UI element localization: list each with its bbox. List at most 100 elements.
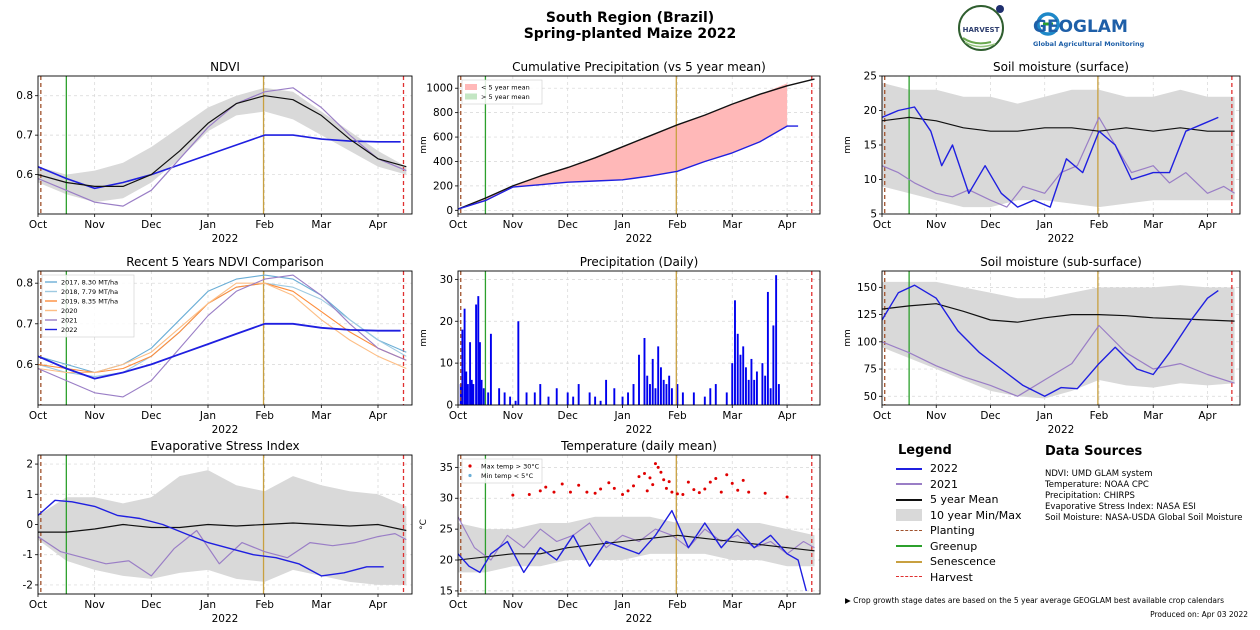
legend-label: 2018, 7.79 MT/ha [61, 288, 118, 296]
legend-item-harvest: Harvest [896, 570, 1046, 586]
x-tick-label: Nov [503, 219, 524, 231]
x-tick-label: Mar [722, 410, 742, 422]
max-temp-point [692, 488, 696, 492]
harvest-logo: HARVEST GEOGLAM Global Agricultural Moni… [958, 5, 1145, 51]
y-tick-label: 0 [446, 205, 453, 217]
series-line-2021 [882, 116, 1235, 208]
legend: Legend 2022 2021 5 year Mean 10 year Min/Ma… [896, 443, 1046, 585]
series-line-2022 [38, 322, 401, 380]
x-axis-label: 2022 [212, 613, 239, 625]
max-temp-point [527, 493, 531, 497]
max-temp-point [585, 490, 589, 494]
precip-bar [472, 384, 475, 405]
max-temp-point [621, 493, 625, 497]
x-tick-label: Nov [503, 599, 524, 611]
x-tick-label: Oct [873, 410, 891, 422]
chart-ndvi5: Oct Nov Dec Jan Feb Mar Apr 0.6 0.7 0.8 Recent 5 Y… [16, 255, 413, 436]
series-line-2021 [458, 516, 815, 561]
geoglam-logo-text: GEOGLAM [1033, 17, 1128, 37]
max-temp-point [577, 483, 581, 487]
legend-label: Harvest [930, 570, 973, 584]
precip-bar [461, 329, 464, 405]
plot-frame [37, 270, 413, 406]
max-temp-point [736, 488, 740, 492]
y-tick-label: 1000 [426, 83, 453, 95]
precip-bar [482, 388, 485, 405]
source-precipitation: Precipitation: CHIRPS [1045, 491, 1135, 501]
legend-items: 2022 2021 5 year Mean 10 year Min/Max Planti… [896, 461, 1046, 585]
precip-bar [649, 384, 651, 405]
max-temp-point [714, 476, 718, 480]
y-tick-label: 0.7 [16, 318, 33, 330]
x-tick-label: Jan [1036, 219, 1053, 231]
legend-label: Min temp < 5°C [481, 472, 534, 480]
y-tick-label: 25 [440, 524, 453, 536]
max-temp-point [763, 491, 767, 495]
logos: HARVEST GEOGLAM Global Agricultural Moni… [955, 2, 1155, 54]
precip-bar [662, 379, 665, 405]
precip-bar [731, 363, 734, 405]
precip-bar [670, 388, 673, 405]
precip-bar [659, 367, 662, 405]
precip-bar [594, 396, 597, 405]
x-tick-label: Dec [141, 410, 162, 422]
max-temp-point [560, 482, 564, 486]
x-axis-label: 2022 [212, 424, 239, 436]
plot-area-soil_surface [882, 76, 1240, 214]
precip-bar [734, 300, 736, 405]
legend-label: > 5 year mean [481, 93, 530, 101]
plot-frame [881, 270, 1241, 406]
max-temp-point [653, 462, 657, 466]
precip-bar [739, 354, 742, 405]
legend-patch [465, 93, 477, 100]
legend-item-senescence: Senescence [896, 554, 1046, 570]
x-tick-label: Dec [141, 599, 162, 611]
y-tick-label: 10 [440, 358, 453, 370]
x-tick-label: Nov [503, 410, 524, 422]
x-tick-label: Oct [449, 599, 467, 611]
minmax-band [38, 470, 407, 585]
series-line-2021 [882, 324, 1235, 397]
precip-bar [466, 384, 469, 405]
legend-item-greenup: Greenup [896, 539, 1046, 555]
precip-bar [651, 358, 654, 405]
y-tick-label: 25 [864, 71, 877, 83]
plot-frame [457, 270, 821, 406]
title-line-2: Spring-planted Maize 2022 [523, 26, 737, 42]
data-sources-title: Data Sources [1045, 444, 1143, 459]
y-tick-label: 2 [26, 459, 33, 471]
series-line-2021 [38, 87, 407, 207]
max-temp-point [642, 472, 646, 476]
x-tick-label: Apr [778, 599, 797, 611]
precip-bar [605, 379, 608, 405]
max-temp-point [599, 487, 603, 491]
precip-bar [681, 392, 684, 405]
max-temp-point [659, 470, 663, 474]
max-temp-point [662, 478, 666, 482]
precip-bar [525, 392, 528, 405]
precip-bar [736, 333, 739, 405]
x-tick-label: Nov [926, 410, 947, 422]
minmax-band [38, 87, 407, 203]
y-tick-label: 30 [440, 493, 453, 505]
precip-bar [745, 367, 747, 405]
chart-cumprecip: Oct Nov Dec Jan Feb Mar Apr 0 200 400 600 800 1000 Cu… [419, 60, 821, 245]
plot-frame [457, 454, 821, 595]
y-tick-label: 0 [446, 400, 453, 412]
series-line-2022 [38, 134, 401, 190]
plot-area-esi [38, 455, 412, 594]
max-temp-point [785, 495, 789, 499]
y-tick-label: 15 [864, 140, 877, 152]
plot-area-cumprecip [458, 76, 820, 214]
max-temp-point [675, 492, 679, 496]
precip-bar [654, 388, 657, 405]
y-tick-label: 200 [433, 180, 453, 192]
precip-bar [555, 388, 558, 405]
precip-bar [475, 304, 478, 405]
series-line-2020 [38, 282, 407, 374]
y-tick-label: 125 [857, 309, 877, 321]
precip-bar [676, 384, 679, 405]
x-axis-label: 2022 [1048, 233, 1075, 245]
legend-item-5-year-mean: 5 year Mean [896, 492, 1046, 508]
x-tick-label: Feb [668, 219, 687, 231]
